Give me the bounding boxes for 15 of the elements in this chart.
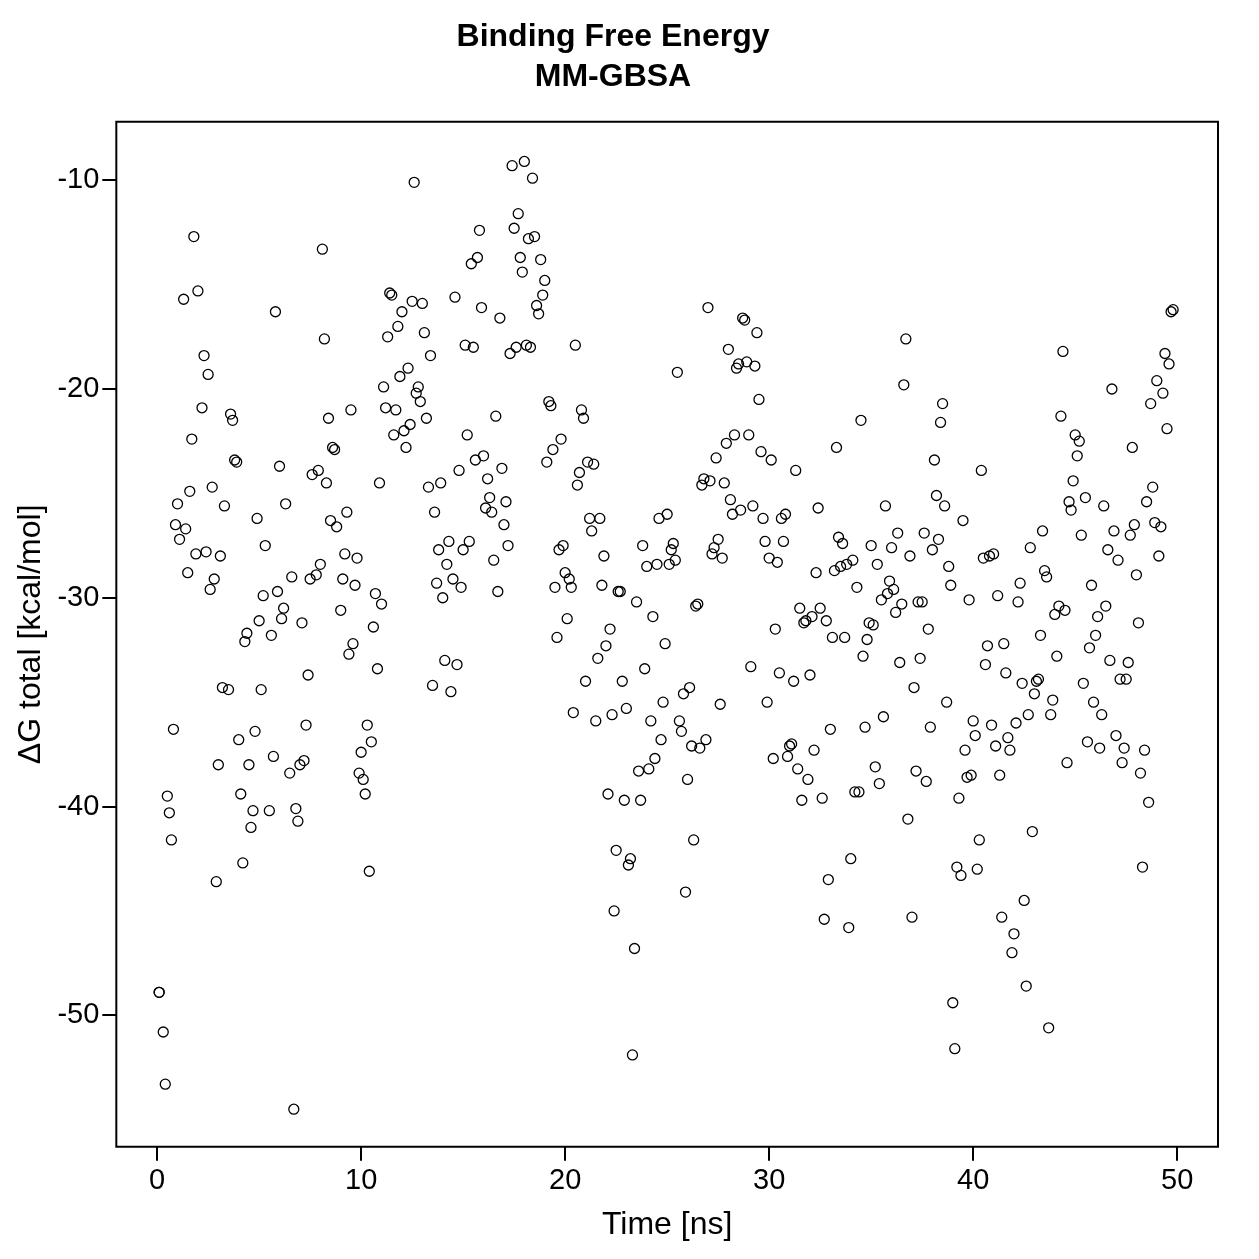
chart-subtitle: MM-GBSA (534, 57, 692, 94)
y-tick-label: -50 (57, 997, 100, 1030)
x-tick-label: 40 (957, 1163, 990, 1196)
x-tick-label: 50 (1161, 1163, 1194, 1196)
x-tick-label: 30 (753, 1163, 786, 1196)
y-tick-label: -10 (57, 162, 100, 195)
x-axis-title: Time [ns] (601, 1204, 733, 1241)
y-axis-title: ΔG total [kcal/mol] (11, 504, 48, 765)
x-tick-label: 0 (149, 1163, 166, 1196)
x-tick-label: 10 (345, 1163, 378, 1196)
y-tick-label: -20 (57, 371, 100, 404)
y-tick-label: -40 (57, 788, 100, 821)
chart-title: Binding Free Energy (456, 17, 770, 54)
y-tick-label: -30 (57, 579, 100, 612)
x-tick-label: 20 (549, 1163, 582, 1196)
